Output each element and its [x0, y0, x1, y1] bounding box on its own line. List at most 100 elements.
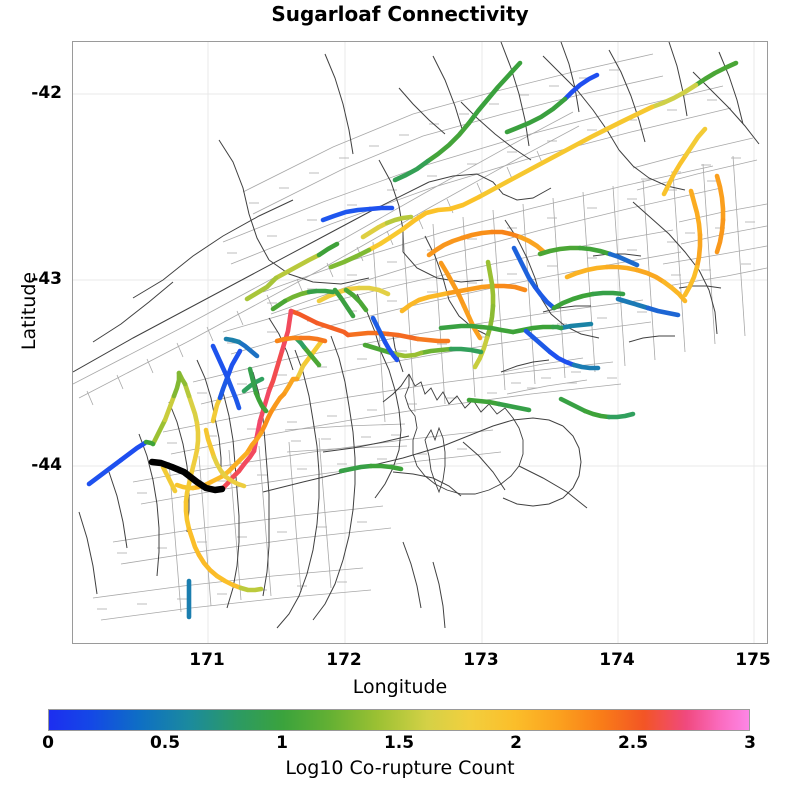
- corupture-fault-trace: [238, 585, 264, 593]
- corupture-fault-trace: [118, 440, 148, 463]
- corupture-fault-trace: [694, 232, 703, 270]
- corupture-fault-trace: [282, 289, 312, 304]
- corupture-fault-trace: [615, 296, 651, 311]
- colorbar-tick-label: 1.5: [383, 733, 415, 753]
- map-plot-area[interactable]: [72, 41, 768, 644]
- corupture-fault-trace: [314, 320, 351, 338]
- corupture-fault-trace: [558, 396, 588, 414]
- corupture-fault-trace: [244, 275, 279, 302]
- corupture-fault-trace: [558, 321, 594, 331]
- corupture-fault-trace: [320, 206, 373, 223]
- corupture-fault-trace: [688, 188, 703, 238]
- corupture-fault-trace: [551, 291, 596, 311]
- colorbar-tick-label: 2.5: [617, 733, 649, 753]
- corupture-fault-trace: [661, 152, 689, 197]
- corupture-fault-trace: [211, 454, 229, 480]
- corupture-fault-trace: [268, 391, 287, 415]
- background-faults-dark: [73, 42, 760, 629]
- corupture-fault-trace: [316, 241, 340, 258]
- sugarloaf-fault-highlight: [148, 458, 226, 494]
- grid-lines: [73, 42, 767, 643]
- corupture-fault-trace: [183, 499, 192, 532]
- corupture-fault-trace: [279, 308, 294, 354]
- corupture-fault-traces: [86, 60, 739, 620]
- corupture-fault-trace: [338, 463, 374, 474]
- corupture-fault-trace: [466, 60, 523, 126]
- corupture-fault-trace: [143, 439, 156, 447]
- corupture-fault-trace: [392, 350, 424, 359]
- page-title: Sugarloaf Connectivity: [271, 2, 529, 26]
- corupture-fault-trace: [384, 214, 414, 226]
- ytick-label: -43: [31, 269, 62, 289]
- corupture-fault-trace: [490, 283, 528, 293]
- corupture-fault-trace: [510, 324, 556, 335]
- corupture-fault-trace: [306, 288, 336, 295]
- corupture-fault-trace: [489, 229, 523, 240]
- corupture-fault-trace: [683, 126, 708, 158]
- colorbar-tick-label: 3: [744, 733, 756, 753]
- corupture-fault-trace: [223, 474, 247, 489]
- corupture-fault-trace: [194, 420, 201, 453]
- corupture-fault-trace: [399, 290, 452, 314]
- y-axis-label: Latitude: [18, 271, 40, 351]
- corupture-fault-trace: [476, 104, 655, 200]
- corupture-fault-trace: [160, 464, 178, 494]
- corupture-fault-trace: [258, 409, 274, 436]
- corupture-fault-trace: [590, 290, 626, 297]
- corupture-fault-trace: [425, 120, 472, 164]
- colorbar-tick-label: 0: [42, 733, 54, 753]
- corupture-fault-trace: [496, 401, 532, 413]
- corupture-fault-trace: [693, 60, 739, 88]
- corupture-fault-trace: [186, 393, 200, 426]
- corupture-fault-trace: [564, 264, 610, 280]
- xtick-label: 171: [189, 650, 225, 670]
- corupture-fault-trace: [714, 173, 726, 223]
- corupture-fault-trace: [550, 324, 564, 331]
- corupture-fault-trace: [645, 305, 681, 318]
- corupture-fault-trace: [392, 158, 431, 183]
- corupture-fault-trace: [223, 336, 242, 345]
- corupture-fault-trace: [604, 264, 640, 273]
- corupture-fault-trace: [478, 324, 516, 335]
- colorbar-tick-label: 0.5: [149, 733, 181, 753]
- corupture-fault-trace: [547, 349, 577, 368]
- x-axis-label: Longitude: [352, 676, 448, 698]
- corupture-fault-trace: [523, 328, 553, 355]
- corupture-fault-trace: [415, 336, 451, 344]
- corupture-fault-trace: [682, 264, 700, 298]
- corupture-fault-trace: [332, 287, 356, 319]
- corupture-fault-trace: [562, 72, 600, 102]
- corupture-fault-trace: [577, 245, 613, 257]
- corupture-fault-trace: [582, 408, 612, 420]
- xtick-label: 174: [599, 650, 635, 670]
- colorbar-tick-label: 1: [276, 733, 288, 753]
- corupture-fault-trace: [367, 205, 395, 212]
- corupture-fault-trace: [571, 362, 601, 371]
- corupture-fault-trace: [448, 346, 484, 355]
- corupture-fault-trace: [426, 235, 465, 258]
- corupture-fault-trace: [226, 348, 243, 376]
- xtick-label: 173: [463, 650, 499, 670]
- corupture-fault-trace: [171, 370, 182, 399]
- corupture-fault-trace: [226, 450, 250, 474]
- corupture-fault-trace: [225, 376, 242, 411]
- corupture-fault-trace: [247, 366, 259, 396]
- corupture-fault-trace: [418, 346, 454, 356]
- corupture-fault-trace: [537, 245, 583, 257]
- colorbar-axis-label: Log10 Co-rupture Count: [285, 757, 515, 779]
- corupture-fault-trace: [606, 411, 636, 420]
- corupture-fault-trace: [484, 303, 496, 341]
- corupture-fault-trace: [459, 229, 495, 241]
- corupture-fault-trace: [273, 252, 322, 281]
- colorbar-tick-label: 2: [510, 733, 522, 753]
- xtick-label: 172: [326, 650, 362, 670]
- corupture-fault-trace: [385, 331, 421, 342]
- colorbar[interactable]: [48, 709, 750, 731]
- corupture-fault-trace: [203, 427, 217, 460]
- corupture-fault-trace: [343, 287, 369, 313]
- corupture-fault-trace: [532, 284, 557, 311]
- corupture-fault-trace: [485, 259, 496, 309]
- corupture-fault-trace: [466, 397, 502, 407]
- corupture-fault-trace: [210, 395, 223, 424]
- ytick-label: -42: [31, 83, 62, 103]
